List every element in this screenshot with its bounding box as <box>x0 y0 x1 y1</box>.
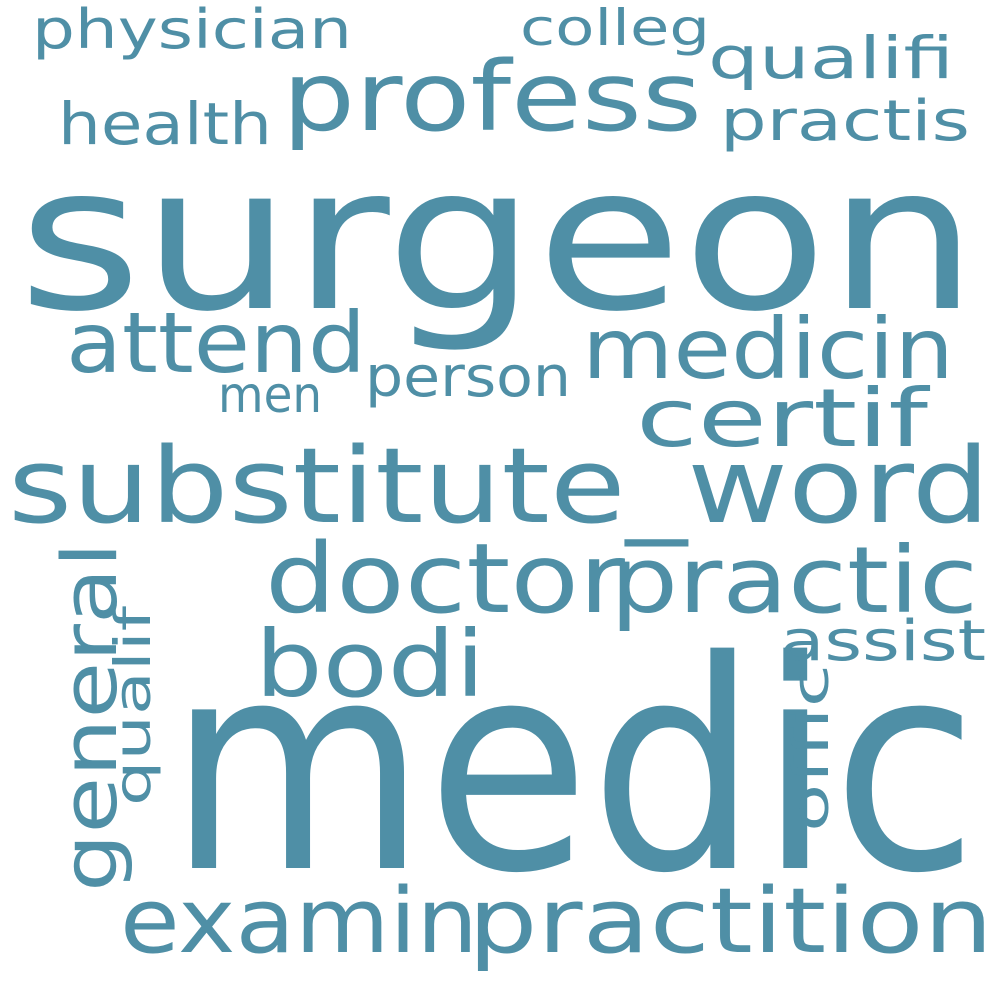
word-men: men <box>218 366 322 424</box>
word-offic: offic <box>782 664 840 832</box>
word-practic: practic <box>610 527 978 634</box>
word-surgeon: surgeon <box>18 123 978 356</box>
word-bodi: bodi <box>255 611 485 718</box>
word-examin: examin <box>120 869 478 974</box>
word-health: health <box>58 90 272 158</box>
word-practition: practition <box>468 869 993 974</box>
word-physician: physician <box>32 0 352 61</box>
word-attend: attend <box>66 294 366 392</box>
word-colleg: colleg <box>520 0 710 57</box>
word-medicin: medicin <box>582 300 954 398</box>
word-practis: practis <box>720 89 970 154</box>
word-certif: certif <box>636 372 931 465</box>
word-substitute-word: substitute_word <box>8 425 990 547</box>
word-person: person <box>365 345 571 410</box>
word-medic: medic <box>168 600 978 937</box>
word-profess: profess <box>282 41 702 153</box>
word-assist: assist <box>780 609 986 674</box>
word-qualifi: qualifi <box>708 24 954 92</box>
word-general: general <box>45 542 134 892</box>
word-doctor: doctor <box>265 523 626 635</box>
word-qualif: qualif <box>104 604 162 806</box>
